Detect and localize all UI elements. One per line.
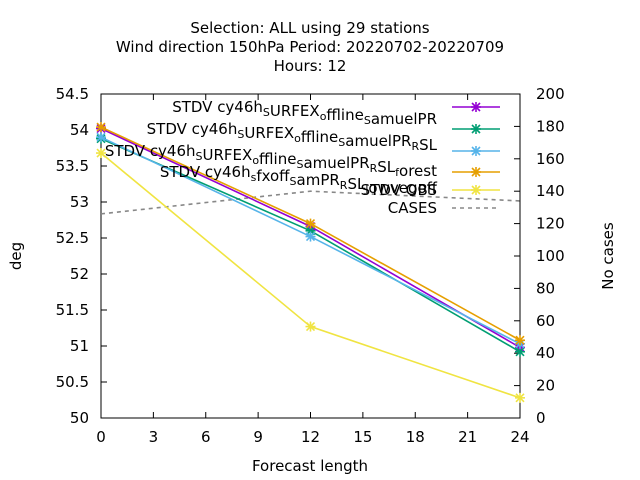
legend-entry-cases: CASES (388, 199, 500, 217)
y2-tick-label: 40 (536, 344, 555, 362)
data-point (305, 218, 316, 229)
x-tick-label: 6 (201, 428, 211, 446)
data-point (515, 335, 525, 346)
series-layer (96, 122, 525, 403)
legend-label: STDV OBS (361, 181, 437, 199)
y-tick-label: 52.5 (56, 229, 89, 247)
legend-sample-marker (471, 167, 481, 177)
x-tick-label: 12 (301, 428, 320, 446)
x-tick-label: 24 (510, 428, 529, 446)
y2-tick-label: 60 (536, 312, 555, 330)
legend-entry: STDV cy46hsfxoffSamPRRSLlowvegoff (160, 163, 500, 197)
y-tick-label: 54 (70, 121, 89, 139)
chart-title: Selection: ALL using 29 stations Wind di… (116, 19, 504, 75)
legend-label: STDV cy46hSURFEXofflineSamuelPRRSL (147, 120, 438, 154)
x-tick-label: 21 (458, 428, 477, 446)
cases-series (100, 190, 521, 215)
legend-label: STDV cy46hsfxoffSamPRRSLlowvegoff (160, 163, 438, 197)
x-tick-label: 0 (96, 428, 106, 446)
y2-tick-label: 100 (536, 247, 565, 265)
data-point (96, 148, 106, 159)
legend-label: STDV cy46hSURFEXofflineSamuelPRRSLforest (105, 142, 437, 180)
x-axis: 0 3 6 9 12 15 18 21 24 (96, 94, 530, 446)
data-point (515, 392, 525, 403)
y-tick-label: 50.5 (56, 373, 89, 391)
data-point (305, 321, 316, 332)
legend-entry: STDV cy46hSURFEXofflineSamuelPR (172, 98, 500, 128)
x-tick-label: 9 (253, 428, 263, 446)
legend-entry: STDV cy46hSURFEXofflineSamuelPRRSL (147, 120, 500, 154)
y2-tick-label: 200 (536, 85, 565, 103)
y-tick-label: 53.5 (56, 157, 89, 175)
title-line-1: Selection: ALL using 29 stations (190, 19, 429, 37)
data-point (305, 231, 316, 242)
legend-label: CASES (388, 199, 437, 217)
y2-tick-label: 0 (536, 409, 546, 427)
y2-tick-label: 20 (536, 377, 555, 395)
y-axis-left: 50 50.5 51 51.5 52 52.5 53 53.5 54 54.5 (56, 85, 107, 427)
legend-sample-marker (471, 185, 481, 195)
x-tick-label: 18 (406, 428, 425, 446)
y-tick-label: 52 (70, 265, 89, 283)
y-axis-right: 0 20 40 60 80 100 120 140 160 180 200 (514, 85, 565, 427)
legend-label: STDV cy46hSURFEXofflineSamuelPR (172, 98, 437, 128)
legend-sample-marker (471, 146, 481, 156)
y2-tick-label: 80 (536, 279, 555, 297)
y2-axis-label: No cases (599, 222, 617, 290)
data-point (96, 122, 106, 133)
legend-sample-marker (471, 102, 481, 112)
x-tick-label: 15 (353, 428, 372, 446)
y-tick-label: 51 (70, 337, 89, 355)
y-tick-label: 51.5 (56, 301, 89, 319)
y2-tick-label: 180 (536, 117, 565, 135)
x-axis-label: Forecast length (252, 457, 368, 475)
cases-line (100, 190, 521, 215)
series-5 (96, 148, 525, 403)
data-point (96, 132, 106, 143)
y-axis-label: deg (7, 242, 25, 270)
series-4 (96, 122, 525, 346)
title-line-3: Hours: 12 (274, 57, 347, 75)
legend-entry: STDV OBS (361, 181, 500, 199)
legend-entry: STDV cy46hSURFEXofflineSamuelPRRSLforest (105, 142, 500, 180)
y2-tick-label: 120 (536, 215, 565, 233)
y2-tick-label: 160 (536, 150, 565, 168)
title-line-2: Wind direction 150hPa Period: 20220702-2… (116, 38, 504, 56)
y-tick-label: 50 (70, 409, 89, 427)
y2-tick-label: 140 (536, 182, 565, 200)
legend-sample-marker (471, 124, 481, 134)
y-tick-label: 54.5 (56, 85, 89, 103)
y-tick-label: 53 (70, 193, 89, 211)
x-tick-label: 3 (149, 428, 159, 446)
